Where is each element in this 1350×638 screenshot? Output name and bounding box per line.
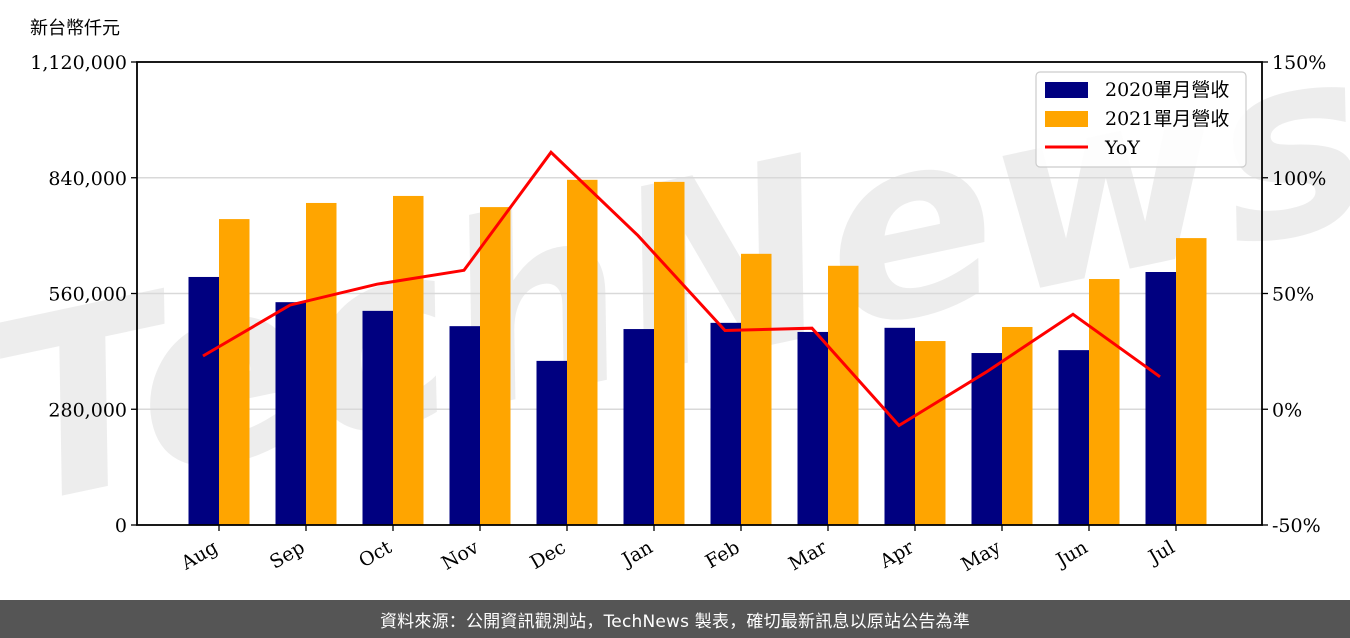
y-tick-label: 280,000 — [48, 399, 127, 421]
bar-2021-dec — [567, 179, 598, 526]
bar-2020-feb — [710, 322, 741, 525]
bar-2021-nov — [480, 207, 511, 525]
bar-2020-may — [971, 353, 1002, 525]
bar-2021-jul — [1176, 238, 1207, 526]
legend-label: 2020單月營收 — [1105, 79, 1229, 101]
legend-swatch — [1045, 82, 1088, 98]
y-tick-label: 560,000 — [48, 284, 127, 306]
y2-tick-label: 0% — [1272, 399, 1302, 421]
y2-tick-label: 50% — [1272, 284, 1314, 306]
revenue-chart: TechNews 0280,000560,000840,0001,120,000… — [0, 0, 1350, 576]
x-tick-label: Apr — [875, 536, 918, 573]
yoy-line — [202, 150, 1161, 428]
legend-label: YoY — [1104, 137, 1140, 159]
bar-2020-dec — [536, 360, 567, 525]
x-tick-label: Jun — [1051, 536, 1092, 572]
x-tick-label: Feb — [702, 536, 744, 573]
x-tick-label: Nov — [438, 536, 483, 575]
bar-2021-apr — [915, 341, 946, 525]
bar-2020-aug — [188, 276, 219, 525]
bar-2020-oct — [362, 310, 393, 525]
footer-text: 資料來源：公開資訊觀測站，TechNews 製表，確切最新訊息以原站公告為準 — [379, 611, 970, 632]
x-tick-label: Dec — [526, 536, 569, 574]
x-tick-label: Oct — [355, 536, 396, 572]
x-tick-label: Aug — [177, 536, 222, 575]
bar-2020-mar — [797, 331, 828, 525]
bar-2020-sep — [275, 302, 306, 525]
x-tick-label: Jan — [617, 536, 657, 572]
bar-series — [188, 179, 1207, 526]
y-tick-label: 0 — [115, 515, 127, 537]
y2-tick-label: 100% — [1272, 168, 1326, 190]
y-tick-label: 840,000 — [48, 168, 127, 190]
bar-2020-jan — [623, 329, 654, 525]
x-tick-label: Mar — [785, 536, 831, 575]
source-footer: 資料來源：公開資訊觀測站，TechNews 製表，確切最新訊息以原站公告為準 — [0, 600, 1350, 638]
bar-2021-mar — [828, 265, 859, 525]
y-tick-label: 1,120,000 — [30, 52, 127, 74]
bar-2021-jan — [654, 181, 685, 526]
yoy-line-series — [202, 150, 1161, 428]
x-tick-label: Jul — [1143, 536, 1178, 569]
bar-2021-jun — [1089, 279, 1120, 525]
bar-2021-sep — [306, 202, 337, 525]
y2-tick-label: 150% — [1272, 52, 1326, 74]
bar-2021-aug — [219, 219, 250, 525]
bar-2021-feb — [741, 253, 772, 526]
bar-2020-jul — [1145, 272, 1176, 525]
legend: 2020單月營收 2021單月營收 YoY — [1035, 71, 1247, 168]
x-tick-label: Sep — [266, 536, 309, 573]
y2-tick-label: -50% — [1272, 515, 1321, 537]
legend-swatch — [1045, 111, 1088, 127]
legend-box — [1035, 71, 1247, 168]
bar-2020-nov — [449, 326, 480, 525]
bar-2020-jun — [1058, 350, 1089, 525]
x-tick-label: May — [958, 536, 1005, 576]
bar-2021-oct — [393, 195, 424, 526]
y-axis-unit-label: 新台幣仟元 — [30, 18, 120, 39]
bar-2021-may — [1002, 326, 1033, 525]
legend-label: 2021單月營收 — [1105, 108, 1229, 130]
